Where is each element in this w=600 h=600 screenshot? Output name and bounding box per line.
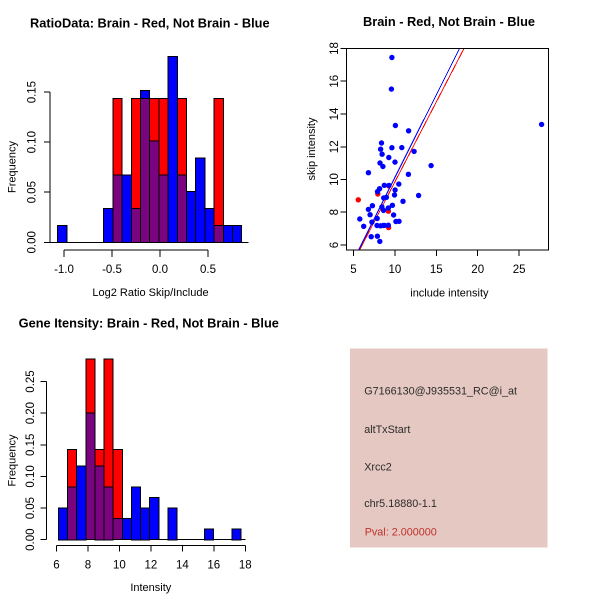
svg-text:0.00: 0.00 (25, 529, 37, 551)
svg-text:skip intensity: skip intensity (306, 117, 318, 180)
svg-text:6: 6 (53, 560, 59, 572)
svg-text:-1.0: -1.0 (54, 264, 74, 276)
svg-text:Gene Itensity: Brain - Red, No: Gene Itensity: Brain - Red, Not Brain - … (19, 316, 279, 331)
svg-text:8: 8 (329, 209, 341, 215)
svg-text:chr5.18880-1.1: chr5.18880-1.1 (364, 498, 437, 510)
svg-text:18: 18 (239, 560, 252, 572)
svg-text:0.10: 0.10 (26, 131, 38, 153)
svg-text:12: 12 (329, 140, 341, 153)
svg-text:0.0: 0.0 (152, 264, 168, 276)
svg-text:Brain - Red, Not Brain - Blue: Brain - Red, Not Brain - Blue (363, 14, 535, 29)
svg-text:0.20: 0.20 (25, 402, 37, 424)
svg-text:0.15: 0.15 (26, 81, 38, 103)
svg-text:0.5: 0.5 (200, 264, 216, 276)
svg-text:Log2 Ratio Skip/Include: Log2 Ratio Skip/Include (92, 287, 208, 299)
svg-text:0.05: 0.05 (26, 181, 38, 203)
svg-text:10: 10 (329, 173, 341, 186)
svg-text:18: 18 (329, 42, 341, 55)
svg-text:RatioData: Brain - Red, Not Br: RatioData: Brain - Red, Not Brain - Blue (30, 16, 270, 31)
svg-text:-0.5: -0.5 (102, 264, 122, 276)
svg-text:Pval: 2.000000: Pval: 2.000000 (365, 526, 437, 538)
svg-text:8: 8 (85, 560, 91, 572)
svg-text:0.15: 0.15 (25, 434, 37, 456)
svg-text:5: 5 (350, 264, 356, 276)
svg-text:10: 10 (389, 264, 402, 276)
svg-text:altTxStart: altTxStart (364, 424, 410, 436)
svg-text:10: 10 (113, 560, 126, 572)
svg-text:Intensity: Intensity (130, 582, 171, 594)
svg-text:0.00: 0.00 (26, 231, 38, 253)
svg-text:16: 16 (207, 560, 220, 572)
svg-text:12: 12 (145, 560, 158, 572)
svg-text:14: 14 (176, 560, 189, 572)
svg-text:0.25: 0.25 (25, 370, 37, 392)
svg-text:Frequency: Frequency (7, 141, 19, 193)
svg-text:20: 20 (471, 264, 484, 276)
svg-text:25: 25 (513, 264, 526, 276)
svg-text:0.10: 0.10 (25, 465, 37, 487)
svg-text:15: 15 (430, 264, 443, 276)
svg-text:Frequency: Frequency (7, 434, 19, 486)
svg-text:Xrcc2: Xrcc2 (364, 462, 392, 474)
svg-text:16: 16 (329, 75, 341, 88)
svg-text:include intensity: include intensity (410, 288, 489, 300)
svg-text:0.05: 0.05 (25, 497, 37, 519)
svg-text:14: 14 (329, 107, 341, 120)
svg-text:G7166130@J935531_RC@i_at: G7166130@J935531_RC@i_at (364, 386, 517, 398)
svg-text:6: 6 (329, 242, 341, 248)
